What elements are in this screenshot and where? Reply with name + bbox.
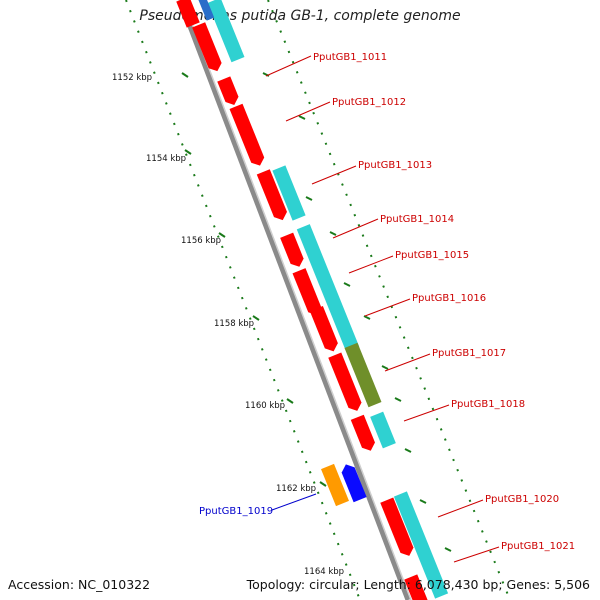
leader-lines <box>265 55 500 563</box>
tick-mark <box>286 398 294 404</box>
accession-text: Accession: NC_010322 <box>8 577 151 592</box>
outer-ticks <box>262 72 452 552</box>
forward-cds[interactable] <box>176 0 428 600</box>
tick-label: 1154 kbp <box>146 154 186 164</box>
genome-backbone <box>177 0 412 600</box>
gene-label: PputGB1_1021 <box>501 541 575 552</box>
teal-features[interactable] <box>197 0 449 599</box>
gene-label: PputGB1_1012 <box>332 97 406 108</box>
tick-label: 1158 kbp <box>214 319 254 329</box>
olive-feature <box>344 342 382 408</box>
gene-label: PputGB1_1019 <box>199 506 273 517</box>
gene-label: PputGB1_1017 <box>432 348 506 359</box>
cds-arrow-reverse <box>341 464 367 503</box>
cds-arrow <box>404 574 428 600</box>
tick-mark <box>181 72 189 78</box>
gene-labels[interactable]: PputGB1_1011 PputGB1_1012 PputGB1_1013 P… <box>199 52 575 552</box>
tick-label: 1156 kbp <box>181 236 221 246</box>
tick-mark <box>184 149 192 155</box>
teal-feature <box>272 165 306 221</box>
tick-label: 1160 kbp <box>245 401 285 411</box>
gene-label: PputGB1_1020 <box>485 494 559 505</box>
tick-label: 1152 kbp <box>112 73 152 83</box>
gene-label: PputGB1_1018 <box>451 399 525 410</box>
scale-dotted-line <box>125 0 511 600</box>
gene-label: PputGB1_1016 <box>412 293 486 304</box>
scale-ticks: 1152 kbp 1154 kbp 1156 kbp 1158 kbp 1160… <box>112 72 344 577</box>
dotted-ring <box>267 0 511 600</box>
tick-mark <box>218 232 226 238</box>
cds-arrow <box>217 76 239 105</box>
gene-label: PputGB1_1014 <box>380 214 454 225</box>
gene-label: PputGB1_1011 <box>313 52 387 63</box>
cds-arrow <box>229 103 265 166</box>
teal-feature <box>370 411 396 449</box>
olive-features[interactable] <box>344 342 382 408</box>
tick-label: 1164 kbp <box>304 567 344 577</box>
cds-orange <box>321 463 349 507</box>
cds-arrow <box>176 0 200 28</box>
tick-mark <box>319 481 327 487</box>
cds-arrow <box>350 414 375 451</box>
tick-mark <box>252 315 260 321</box>
cds-arrow <box>328 352 362 411</box>
gene-label: PputGB1_1013 <box>358 160 432 171</box>
cds-arrow <box>192 22 222 72</box>
teal-feature <box>296 224 360 352</box>
blue-feature <box>197 0 215 21</box>
cds-arrow <box>292 268 322 316</box>
gene-label: PputGB1_1015 <box>395 250 469 261</box>
teal-feature <box>207 0 245 63</box>
genome-summary-text: Topology: circular; Length: 6,078,430 bp… <box>246 577 590 592</box>
reverse-cds[interactable] <box>321 462 367 507</box>
cds-arrow <box>309 306 338 352</box>
cds-arrow <box>256 169 287 221</box>
teal-feature <box>393 491 449 599</box>
cds-arrow <box>380 497 414 556</box>
tick-label: 1162 kbp <box>276 484 316 494</box>
cds-arrow <box>280 232 304 267</box>
